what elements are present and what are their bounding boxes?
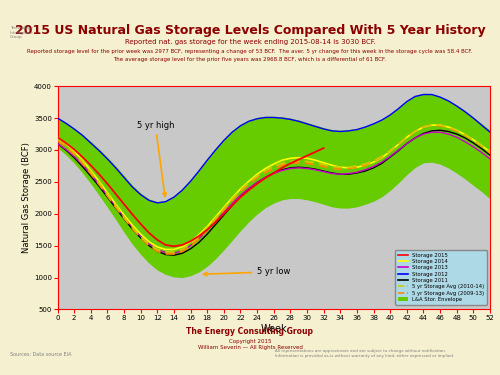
Text: William Severin — All Rights Reserved: William Severin — All Rights Reserved bbox=[198, 345, 302, 350]
Text: 2015 US Natural Gas Storage Levels Compared With 5 Year History: 2015 US Natural Gas Storage Levels Compa… bbox=[14, 24, 486, 38]
Text: All representations are approximate and are subject to change without notificati: All representations are approximate and … bbox=[275, 349, 454, 357]
Text: The average storage level for the prior five years was 2968.8 BCF, which is a di: The average storage level for the prior … bbox=[114, 57, 386, 62]
Legend: Storage 2015, Storage 2014, Storage 2013, Storage 2012, Storage 2011, 5 yr Stora: Storage 2015, Storage 2014, Storage 2013… bbox=[395, 250, 488, 304]
Y-axis label: Natural Gas Storage (BCF): Natural Gas Storage (BCF) bbox=[22, 142, 31, 253]
Text: The Energy Consulting Group: The Energy Consulting Group bbox=[186, 327, 314, 336]
Text: Copyright 2015: Copyright 2015 bbox=[229, 339, 271, 344]
Text: 5 yr low: 5 yr low bbox=[204, 267, 290, 276]
Text: Reported storage level for the prior week was 2977 BCF, representing a change of: Reported storage level for the prior wee… bbox=[28, 49, 472, 54]
Text: Sources: Data source EIA: Sources: Data source EIA bbox=[10, 352, 72, 357]
X-axis label: Week: Week bbox=[260, 324, 287, 334]
Text: Technology
Intelligence
Group: Technology Intelligence Group bbox=[10, 26, 34, 39]
Text: Reported nat. gas storage for the week ending 2015-08-14 is 3030 BCF.: Reported nat. gas storage for the week e… bbox=[124, 39, 376, 45]
Text: 5 yr high: 5 yr high bbox=[136, 121, 174, 196]
